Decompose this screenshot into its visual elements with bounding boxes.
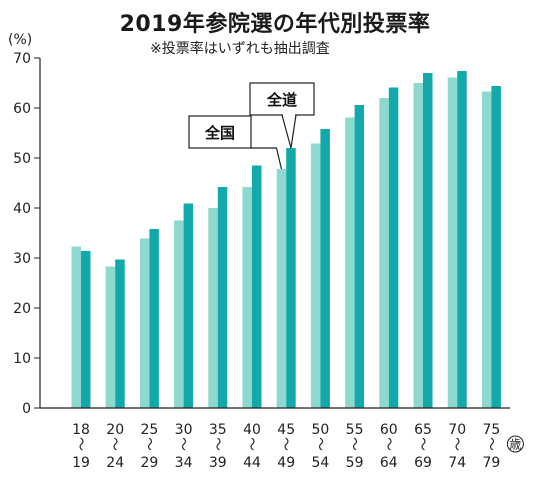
x-tick-label-to: 79 — [482, 455, 500, 471]
x-tick-label-to: 34 — [175, 455, 193, 471]
bar-hokkaido — [388, 87, 399, 408]
bar-national — [276, 169, 287, 408]
bar-national — [310, 143, 321, 408]
bar-hokkaido — [115, 259, 125, 408]
y-tick-label: 60 — [13, 101, 31, 117]
y-tick-label: 40 — [13, 201, 31, 217]
x-tick-range-mark: 〜 — [140, 437, 156, 451]
x-axis-unit: 歳 — [509, 438, 521, 452]
x-tick-label-from: 65 — [414, 422, 432, 438]
bar-hokkaido — [320, 129, 330, 408]
bar-national — [345, 117, 355, 408]
x-tick-label-from: 25 — [140, 422, 158, 438]
bar-hokkaido — [252, 165, 262, 408]
callout-label-national: 全国 — [204, 124, 235, 142]
y-tick-label: 0 — [22, 401, 31, 417]
bar-national — [242, 187, 252, 408]
bar-national — [105, 266, 116, 408]
x-tick-range-mark: 〜 — [448, 437, 464, 451]
x-tick-label-from: 35 — [209, 422, 227, 438]
chart-subtitle: ※投票率はいずれも抽出調査 — [150, 41, 330, 57]
bar-hokkaido — [286, 148, 296, 408]
bar-hokkaido — [81, 251, 91, 408]
x-tick-label-to: 54 — [311, 455, 329, 471]
x-tick-range-mark: 〜 — [209, 437, 225, 451]
bar-hokkaido — [149, 229, 159, 408]
x-tick-label-to: 29 — [140, 455, 158, 471]
y-tick-label: 20 — [13, 301, 31, 317]
x-tick-label-to: 44 — [243, 455, 261, 471]
bar-hokkaido — [423, 73, 433, 408]
chart-title: 2019年参院選の年代別投票率 — [119, 12, 431, 37]
bar-hokkaido — [217, 187, 228, 408]
x-tick-range-mark: 〜 — [346, 437, 362, 451]
y-axis-unit: (%) — [8, 32, 32, 48]
x-tick-label-from: 60 — [380, 422, 398, 438]
bar-national — [71, 246, 81, 408]
x-tick-label-to: 39 — [209, 455, 227, 471]
x-tick-range-mark: 〜 — [72, 437, 88, 451]
callout-pointer-national — [249, 147, 283, 170]
y-tick-label: 10 — [13, 351, 31, 367]
x-axis-unit-circle — [506, 435, 524, 453]
bar-national — [447, 77, 458, 408]
x-tick-range-mark: 〜 — [106, 437, 122, 451]
y-tick-label: 70 — [13, 51, 31, 67]
x-tick-label-from: 75 — [482, 422, 500, 438]
x-tick-label-to: 64 — [380, 455, 398, 471]
x-tick-label-from: 70 — [448, 422, 466, 438]
x-tick-range-mark: 〜 — [482, 437, 498, 451]
x-tick-range-mark: 〜 — [311, 437, 327, 451]
bar-hokkaido — [491, 86, 501, 408]
x-tick-label-to: 24 — [106, 455, 124, 471]
x-tick-label-from: 40 — [243, 422, 261, 438]
x-tick-label-from: 20 — [106, 422, 124, 438]
x-tick-label-to: 69 — [414, 455, 432, 471]
x-tick-range-mark: 〜 — [380, 437, 396, 451]
y-tick-label: 50 — [13, 151, 31, 167]
x-tick-label-from: 55 — [346, 422, 364, 438]
x-tick-range-mark: 〜 — [243, 437, 259, 451]
x-tick-label-to: 59 — [346, 455, 364, 471]
bar-hokkaido — [457, 71, 467, 408]
bar-national — [481, 91, 492, 408]
x-tick-range-mark: 〜 — [414, 437, 430, 451]
bar-national — [174, 220, 184, 408]
bar-national — [413, 83, 423, 408]
x-tick-label-from: 30 — [175, 422, 193, 438]
callout-pointer-hokkaido — [281, 114, 297, 149]
callout-box-hokkaido — [249, 82, 315, 116]
callout-label-hokkaido: 全道 — [266, 91, 297, 109]
y-tick-label: 30 — [13, 251, 31, 267]
x-tick-label-from: 45 — [277, 422, 295, 438]
x-tick-label-from: 50 — [311, 422, 329, 438]
bar-national — [139, 238, 150, 408]
x-tick-label-to: 49 — [277, 455, 295, 471]
bar-national — [379, 98, 389, 408]
x-tick-label-to: 19 — [72, 455, 90, 471]
bar-national — [208, 208, 218, 408]
bar-hokkaido — [183, 203, 194, 408]
callout-box-national — [188, 115, 252, 149]
x-tick-range-mark: 〜 — [277, 437, 293, 451]
x-tick-range-mark: 〜 — [175, 437, 191, 451]
x-tick-label-from: 18 — [72, 422, 90, 438]
bar-hokkaido — [354, 105, 365, 408]
x-tick-label-to: 74 — [448, 455, 466, 471]
